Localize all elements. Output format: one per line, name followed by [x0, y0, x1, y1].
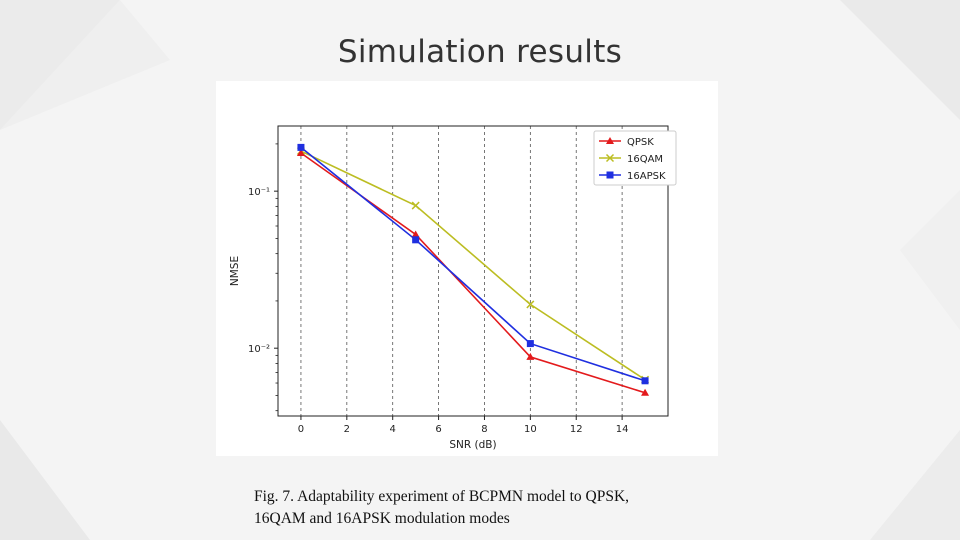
series-line-16qam — [300, 150, 646, 381]
data-point-qpsk — [296, 148, 305, 156]
legend-marker-qpsk — [606, 137, 614, 144]
data-point-qpsk — [526, 352, 535, 360]
x-tick-label-14: 14 — [616, 424, 629, 435]
nmse-chart: 0 2 4 6 8 10 12 14 10⁻¹ 10⁻² SNR (dB) NMSE QPSK 16QAM… — [229, 125, 677, 451]
data-point-16qam — [411, 201, 420, 210]
x-tick-label-10: 10 — [524, 424, 537, 435]
x-tick-label-0: 0 — [298, 424, 304, 435]
figure-caption: Fig. 7. Adaptability experiment of BCPMN… — [254, 486, 774, 530]
data-point-16apsk — [412, 236, 420, 244]
x-tick-label-2: 2 — [344, 424, 350, 435]
legend-box — [593, 130, 677, 186]
data-point-16apsk — [641, 377, 649, 385]
slide-title: Simulation results — [337, 34, 623, 70]
legend-marker-16qam — [605, 153, 615, 163]
x-tick-label-4: 4 — [390, 424, 396, 435]
data-point-qpsk — [641, 388, 650, 396]
series-line-16apsk — [300, 146, 646, 382]
x-axis-label: SNR (dB) — [449, 439, 496, 451]
caption-line-2: 16QAM and 16APSK modulation modes — [254, 510, 510, 527]
data-point-16apsk — [526, 340, 534, 348]
x-tick-label-6: 6 — [435, 424, 441, 435]
y-tick-label: 10⁻¹ — [248, 187, 270, 198]
legend-label-qpsk: QPSK — [627, 137, 654, 148]
data-point-qpsk — [411, 230, 420, 238]
caption-line-1: Fig. 7. Adaptability experiment of BCPMN… — [254, 488, 630, 505]
legend-label-16apsk: 16APSK — [627, 171, 666, 182]
x-tick-label-12: 12 — [570, 424, 583, 435]
legend-label-16qam: 16QAM — [627, 154, 663, 165]
legend-marker-16apsk — [606, 171, 614, 179]
data-point-16apsk — [297, 143, 305, 151]
y-axis-label: NMSE — [229, 256, 241, 286]
y-tick-label: 10⁻² — [248, 344, 270, 355]
plot-frame — [277, 125, 669, 417]
chart-panel: 0 2 4 6 8 10 12 14 10⁻¹ 10⁻² SNR (dB) NMSE QPSK 16QAM… — [216, 81, 718, 456]
x-tick-label-8: 8 — [481, 424, 487, 435]
data-point-16qam — [526, 300, 535, 309]
